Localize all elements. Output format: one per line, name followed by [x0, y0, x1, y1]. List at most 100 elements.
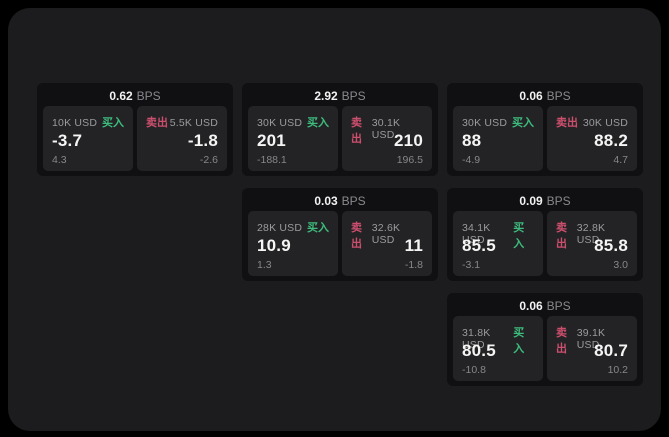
buy-tile[interactable]: 34.1K USD 买入 85.5 -3.1: [453, 211, 543, 276]
sell-tile[interactable]: 卖出 5.5K USD -1.8 -2.6: [137, 106, 227, 171]
card-body: 30K USD 买入 201 -188.1 卖出 30.1K USD 210 1…: [242, 106, 438, 171]
buy-price: -3.7: [52, 131, 83, 150]
quote-card: 0.09 BPS 34.1K USD 买入 85.5 -3.1 卖出 32.8K…: [447, 188, 643, 281]
sell-sub-value: -1.8: [404, 259, 423, 271]
sell-price: -1.8: [187, 131, 218, 150]
sell-label: 卖出: [351, 222, 362, 250]
buy-label: 买入: [513, 327, 525, 355]
sell-amount: 30.1K USD: [371, 117, 401, 141]
card-body: 30K USD 买入 88 -4.9 卖出 30K USD 88.2 4.7: [447, 106, 643, 171]
sell-tile[interactable]: 卖出 30K USD 88.2 4.7: [547, 106, 637, 171]
sell-tile[interactable]: 卖出 32.8K USD 85.8 3.0: [547, 211, 637, 276]
buy-amount: 30K USD: [257, 117, 303, 129]
buy-amount: 31.8K USD: [462, 327, 491, 351]
sell-sub-value: 10.2: [607, 364, 628, 376]
bps-value: 0.03: [314, 193, 338, 208]
buy-price: 80.5: [462, 341, 496, 360]
quote-card: 0.62 BPS 10K USD 买入 -3.7 4.3 卖出 5.5K USD: [37, 83, 233, 176]
buy-amount: 34.1K USD: [462, 222, 491, 246]
card-body: 28K USD 买入 10.9 1.3 卖出 32.6K USD 11 -1.8: [242, 211, 438, 276]
sell-label: 卖出: [351, 117, 362, 145]
main-panel: 0.62 BPS 10K USD 买入 -3.7 4.3 卖出 5.5K USD: [8, 8, 661, 431]
quote-card: 0.03 BPS 28K USD 买入 10.9 1.3 卖出 32.6K US…: [242, 188, 438, 281]
sell-sub-value: 196.5: [396, 154, 423, 166]
sell-tile-top: 卖出 32.6K USD: [351, 219, 423, 250]
bps-value: 0.06: [519, 88, 543, 103]
buy-sub-value: -10.8: [462, 364, 486, 376]
sell-amount: 32.8K USD: [576, 222, 606, 246]
buy-label: 买入: [102, 117, 124, 129]
buy-amount: 30K USD: [462, 117, 508, 129]
sell-sub-value: 4.7: [613, 154, 628, 166]
buy-label: 买入: [307, 222, 329, 234]
buy-price: 201: [257, 131, 286, 150]
buy-sub-value: -3.1: [462, 259, 481, 271]
buy-tile[interactable]: 31.8K USD 买入 80.5 -10.8: [453, 316, 543, 381]
bps-header: 0.09 BPS: [447, 188, 643, 211]
sell-amount: 32.6K USD: [371, 222, 401, 246]
quote-card: 2.92 BPS 30K USD 买入 201 -188.1 卖出 30.1K …: [242, 83, 438, 176]
bps-value: 0.06: [519, 298, 543, 313]
buy-tile-top: 30K USD 买入: [257, 114, 329, 129]
sell-sub-value: 3.0: [613, 259, 628, 271]
card-body: 31.8K USD 买入 80.5 -10.8 卖出 39.1K USD 80.…: [447, 316, 643, 381]
bps-header: 0.03 BPS: [242, 188, 438, 211]
bps-header: 0.06 BPS: [447, 293, 643, 316]
bps-header: 0.62 BPS: [37, 83, 233, 106]
sell-tile-top: 卖出 5.5K USD: [146, 114, 218, 129]
bps-unit: BPS: [341, 193, 366, 208]
sell-label: 卖出: [556, 117, 578, 129]
sell-amount: 30K USD: [582, 117, 628, 129]
bps-unit: BPS: [546, 88, 571, 103]
sell-price: 85.8: [594, 236, 628, 255]
sell-label: 卖出: [556, 222, 567, 250]
buy-tile[interactable]: 30K USD 买入 88 -4.9: [453, 106, 543, 171]
buy-tile-top: 10K USD 买入: [52, 114, 124, 129]
sell-tile-top: 卖出 39.1K USD: [556, 324, 628, 355]
buy-tile[interactable]: 30K USD 买入 201 -188.1: [248, 106, 338, 171]
bps-unit: BPS: [341, 88, 366, 103]
bps-unit: BPS: [546, 298, 571, 313]
bps-value: 2.92: [314, 88, 338, 103]
buy-tile[interactable]: 28K USD 买入 10.9 1.3: [248, 211, 338, 276]
bps-unit: BPS: [136, 88, 161, 103]
card-body: 10K USD 买入 -3.7 4.3 卖出 5.5K USD -1.8 -2.…: [37, 106, 233, 171]
quote-card: 0.06 BPS 31.8K USD 买入 80.5 -10.8 卖出 39.1…: [447, 293, 643, 386]
buy-amount: 28K USD: [257, 222, 303, 234]
bps-value: 0.09: [519, 193, 543, 208]
sell-price: 88.2: [594, 131, 628, 150]
quote-cards-grid: 0.62 BPS 10K USD 买入 -3.7 4.3 卖出 5.5K USD: [37, 83, 643, 386]
sell-sub-value: -2.6: [199, 154, 218, 166]
sell-tile-top: 卖出 30K USD: [556, 114, 628, 129]
bps-header: 2.92 BPS: [242, 83, 438, 106]
sell-tile[interactable]: 卖出 30.1K USD 210 196.5: [342, 106, 432, 171]
sell-label: 卖出: [146, 117, 168, 129]
buy-price: 88: [462, 131, 482, 150]
buy-tile-top: 31.8K USD 买入: [462, 324, 534, 355]
sell-tile[interactable]: 卖出 39.1K USD 80.7 10.2: [547, 316, 637, 381]
sell-price: 210: [394, 131, 423, 150]
sell-price: 80.7: [594, 341, 628, 360]
sell-amount: 5.5K USD: [169, 117, 218, 129]
card-body: 34.1K USD 买入 85.5 -3.1 卖出 32.8K USD 85.8…: [447, 211, 643, 276]
sell-price: 11: [404, 236, 423, 255]
buy-price: 10.9: [257, 236, 291, 255]
buy-tile-top: 30K USD 买入: [462, 114, 534, 129]
sell-amount: 39.1K USD: [576, 327, 606, 351]
buy-label: 买入: [512, 117, 534, 129]
quote-card: 0.06 BPS 30K USD 买入 88 -4.9 卖出 30K USD: [447, 83, 643, 176]
bps-header: 0.06 BPS: [447, 83, 643, 106]
buy-sub-value: 1.3: [257, 259, 272, 271]
buy-price: 85.5: [462, 236, 496, 255]
buy-tile[interactable]: 10K USD 买入 -3.7 4.3: [43, 106, 133, 171]
sell-tile[interactable]: 卖出 32.6K USD 11 -1.8: [342, 211, 432, 276]
sell-tile-top: 卖出 30.1K USD: [351, 114, 423, 145]
buy-label: 买入: [513, 222, 525, 250]
bps-unit: BPS: [546, 193, 571, 208]
buy-tile-top: 28K USD 买入: [257, 219, 329, 234]
buy-label: 买入: [307, 117, 329, 129]
buy-sub-value: -4.9: [462, 154, 481, 166]
bps-value: 0.62: [109, 88, 133, 103]
buy-amount: 10K USD: [52, 117, 98, 129]
sell-tile-top: 卖出 32.8K USD: [556, 219, 628, 250]
